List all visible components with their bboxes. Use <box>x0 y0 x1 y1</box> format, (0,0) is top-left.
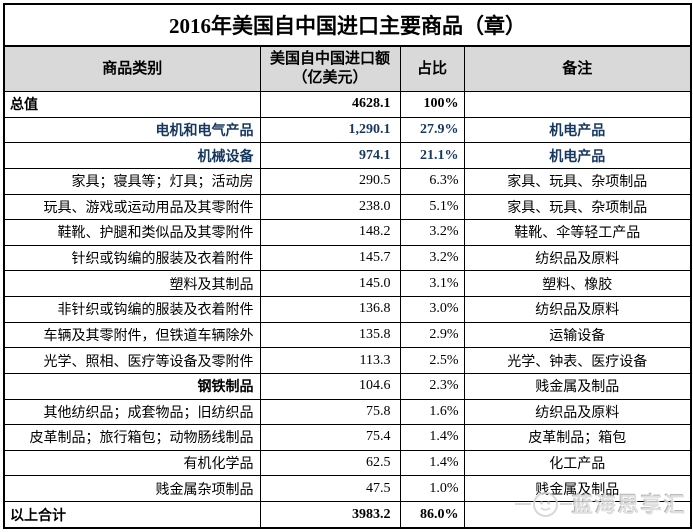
table-row: 电机和电气产品 1,290.1 27.9% 机电产品 <box>3 116 692 144</box>
column-header-amount-line1: 美国自中国进口额 <box>269 51 390 68</box>
table-row: 钢铁制品 104.6 2.3% 贱金属及制品 <box>3 372 692 400</box>
table-row: 针织或钩编的服装及衣着附件 145.7 3.2% 纺织品及原料 <box>3 244 692 272</box>
cell-amount: 148.2 <box>259 219 401 246</box>
cell-category: 塑料及其制品 <box>3 270 261 297</box>
cell-category: 以上合计 <box>3 501 261 529</box>
column-header-remark: 备注 <box>463 45 692 92</box>
cell-share: 86.0% <box>399 501 465 529</box>
cell-share: 2.9% <box>399 321 465 349</box>
table-row: 皮革制品；旅行箱包；动物肠线制品 75.4 1.4% 皮革制品；箱包 <box>3 424 692 451</box>
cell-share: 3.0% <box>399 296 465 323</box>
cell-category: 光学、照相、医疗等设备及零附件 <box>3 347 261 374</box>
cell-category: 针织或钩编的服装及衣着附件 <box>3 244 261 272</box>
cell-amount: 62.5 <box>259 449 401 477</box>
table-row: 光学、照相、医疗等设备及零附件 113.3 2.5% 光学、钟表、医疗设备 <box>3 347 692 374</box>
table-row: 塑料及其制品 145.0 3.1% 塑料、橡胶 <box>3 270 692 297</box>
cell-amount: 145.7 <box>259 244 401 272</box>
cell-remark: 鞋靴、伞等轻工产品 <box>463 219 692 246</box>
import-commodities-table: 2016年美国自中国进口主要商品（章） 商品类别 美国自中国进口额 （亿美元） … <box>3 3 692 529</box>
cell-remark: 家具、玩具、杂项制品 <box>463 167 692 195</box>
cell-category: 非针织或钩编的服装及衣着附件 <box>3 296 261 323</box>
cell-share: 3.2% <box>399 244 465 272</box>
table-row: 家具；寝具等；灯具；活动房 290.5 6.3% 家具、玩具、杂项制品 <box>3 167 692 195</box>
title-row: 2016年美国自中国进口主要商品（章） <box>3 3 692 47</box>
cell-category: 皮革制品；旅行箱包；动物肠线制品 <box>3 424 261 451</box>
cell-category: 机械设备 <box>3 142 261 169</box>
cell-amount: 145.0 <box>259 270 401 297</box>
cell-share: 100% <box>399 91 465 118</box>
cell-remark: 贱金属及制品 <box>463 372 692 400</box>
cell-category: 钢铁制品 <box>3 372 261 400</box>
cell-remark: 贱金属及制品 <box>463 475 692 502</box>
cell-share: 2.5% <box>399 347 465 374</box>
cell-share: 3.1% <box>399 270 465 297</box>
table-row: 总值 4628.1 100% <box>3 91 692 118</box>
cell-amount: 47.5 <box>259 475 401 502</box>
table-row: 有机化学品 62.5 1.4% 化工产品 <box>3 449 692 477</box>
cell-category: 贱金属杂项制品 <box>3 475 261 502</box>
cell-share: 2.3% <box>399 372 465 400</box>
cell-remark: 塑料、橡胶 <box>463 270 692 297</box>
cell-amount: 104.6 <box>259 372 401 400</box>
cell-category: 总值 <box>3 91 261 118</box>
cell-amount: 136.8 <box>259 296 401 323</box>
cell-remark: 家具、玩具、杂项制品 <box>463 193 692 221</box>
table-row: 以上合计 3983.2 86.0% <box>3 501 692 529</box>
cell-amount: 75.8 <box>259 398 401 426</box>
table-row: 玩具、游戏或运动用品及其零附件 238.0 5.1% 家具、玩具、杂项制品 <box>3 193 692 221</box>
cell-share: 5.1% <box>399 193 465 221</box>
cell-remark <box>463 91 692 118</box>
cell-amount: 113.3 <box>259 347 401 374</box>
table-row: 车辆及其零附件，但铁道车辆除外 135.8 2.9% 运输设备 <box>3 321 692 349</box>
header-row: 商品类别 美国自中国进口额 （亿美元） 占比 备注 <box>3 45 692 92</box>
column-header-category: 商品类别 <box>3 45 261 92</box>
cell-amount: 4628.1 <box>259 91 401 118</box>
cell-share: 1.4% <box>399 449 465 477</box>
cell-share: 21.1% <box>399 142 465 169</box>
cell-share: 1.4% <box>399 424 465 451</box>
cell-remark: 光学、钟表、医疗设备 <box>463 347 692 374</box>
cell-category: 有机化学品 <box>3 449 261 477</box>
column-header-share: 占比 <box>399 45 465 92</box>
cell-category: 其他纺织品；成套物品；旧纺织品 <box>3 398 261 426</box>
cell-share: 1.0% <box>399 475 465 502</box>
cell-amount: 1,290.1 <box>259 116 401 144</box>
cell-share: 27.9% <box>399 116 465 144</box>
cell-category: 车辆及其零附件，但铁道车辆除外 <box>3 321 261 349</box>
cell-share: 3.2% <box>399 219 465 246</box>
table-row: 非针织或钩编的服装及衣着附件 136.8 3.0% 纺织品及原料 <box>3 296 692 323</box>
cell-remark: 纺织品及原料 <box>463 296 692 323</box>
cell-remark: 纺织品及原料 <box>463 244 692 272</box>
cell-category: 电机和电气产品 <box>3 116 261 144</box>
table-row: 其他纺织品；成套物品；旧纺织品 75.8 1.6% 纺织品及原料 <box>3 398 692 426</box>
table-body: 2016年美国自中国进口主要商品（章） 商品类别 美国自中国进口额 （亿美元） … <box>3 3 692 529</box>
column-header-amount-line2: （亿美元） <box>292 70 368 86</box>
cell-category: 玩具、游戏或运动用品及其零附件 <box>3 193 261 221</box>
cell-category: 鞋靴、护腿和类似品及其零附件 <box>3 219 261 246</box>
cell-amount: 974.1 <box>259 142 401 169</box>
cell-amount: 135.8 <box>259 321 401 349</box>
cell-amount: 3983.2 <box>259 501 401 529</box>
cell-remark: 机电产品 <box>463 142 692 169</box>
cell-remark: 运输设备 <box>463 321 692 349</box>
page-title: 2016年美国自中国进口主要商品（章） <box>3 3 692 47</box>
cell-remark <box>463 501 692 529</box>
cell-amount: 238.0 <box>259 193 401 221</box>
cell-remark: 机电产品 <box>463 116 692 144</box>
cell-remark: 皮革制品；箱包 <box>463 424 692 451</box>
cell-amount: 290.5 <box>259 167 401 195</box>
table-row: 贱金属杂项制品 47.5 1.0% 贱金属及制品 <box>3 475 692 502</box>
cell-remark: 化工产品 <box>463 449 692 477</box>
cell-share: 6.3% <box>399 167 465 195</box>
column-header-amount: 美国自中国进口额 （亿美元） <box>259 45 401 92</box>
cell-remark: 纺织品及原料 <box>463 398 692 426</box>
cell-amount: 75.4 <box>259 424 401 451</box>
table-row: 鞋靴、护腿和类似品及其零附件 148.2 3.2% 鞋靴、伞等轻工产品 <box>3 219 692 246</box>
cell-share: 1.6% <box>399 398 465 426</box>
table-row: 机械设备 974.1 21.1% 机电产品 <box>3 142 692 169</box>
cell-category: 家具；寝具等；灯具；活动房 <box>3 167 261 195</box>
